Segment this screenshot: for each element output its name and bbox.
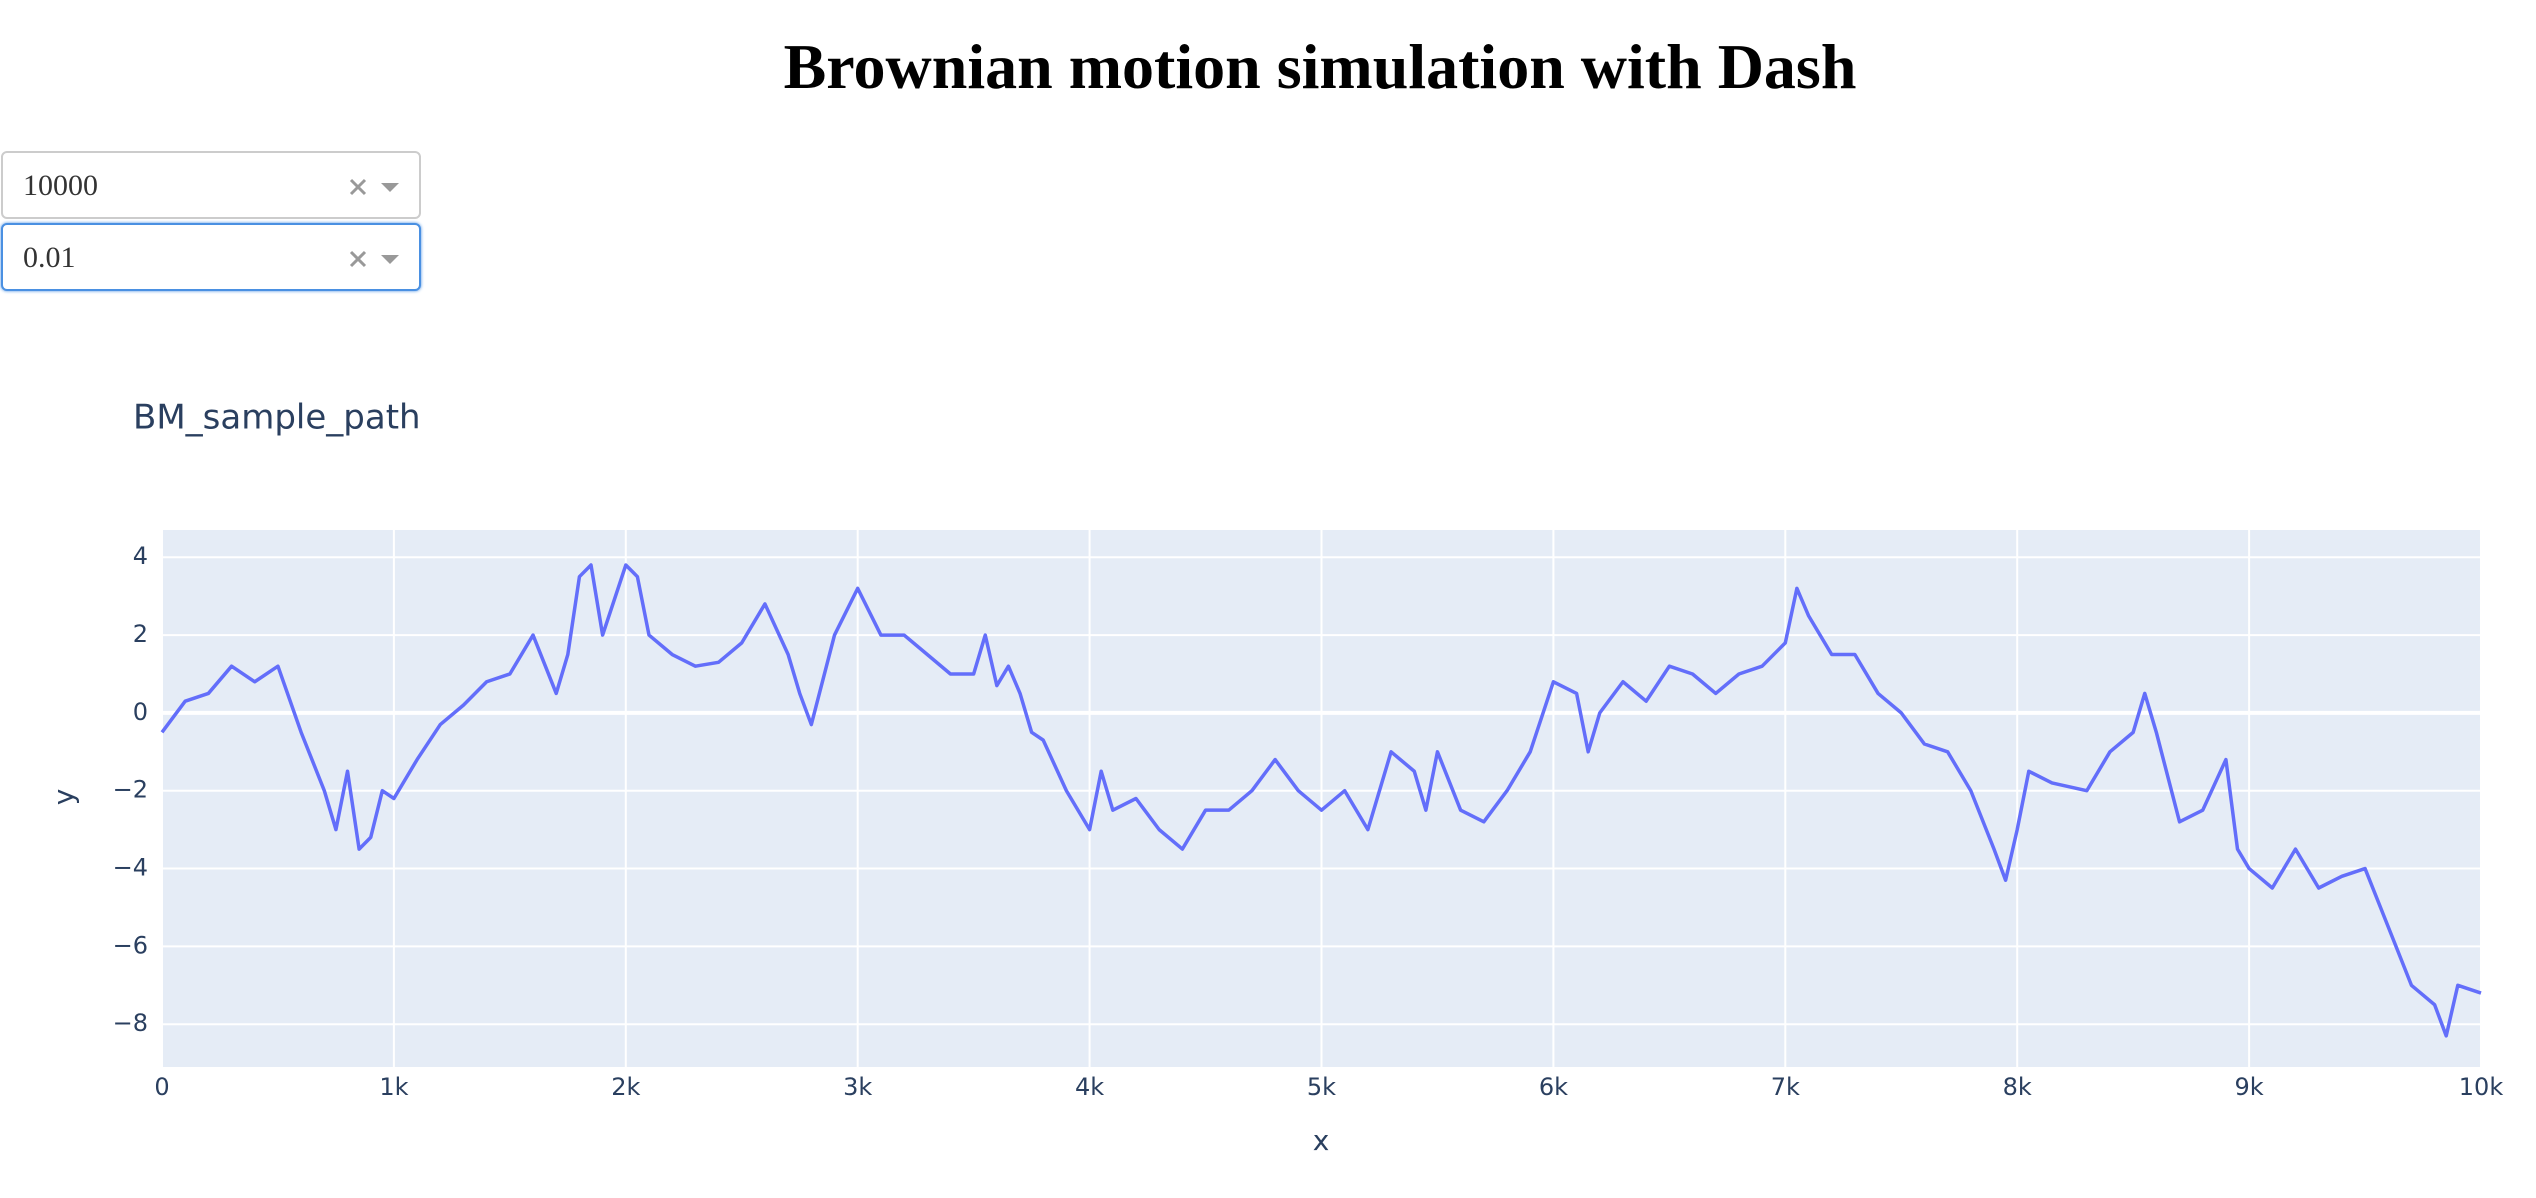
x-tick-label: 10k xyxy=(2459,1073,2504,1101)
y-tick-label: 0 xyxy=(133,698,148,726)
dropdown[interactable]: 0.01 xyxy=(1,223,421,291)
x-tick-label: 7k xyxy=(1771,1073,1800,1101)
y-tick-label: −2 xyxy=(113,776,148,804)
x-axis-label: x xyxy=(1313,1124,1330,1157)
y-tick-label: 2 xyxy=(133,620,148,648)
x-tick-label: 9k xyxy=(2235,1073,2264,1101)
y-tick-label: 4 xyxy=(133,542,148,570)
x-tick-label: 1k xyxy=(379,1073,408,1101)
y-tick-label: −4 xyxy=(113,854,148,882)
x-tick-label: 3k xyxy=(843,1073,872,1101)
dropdown-icons xyxy=(349,250,399,268)
x-tick-label: 8k xyxy=(2003,1073,2032,1101)
dropdown-value: 0.01 xyxy=(23,241,76,274)
dropdown-icons xyxy=(349,178,399,196)
chart-title: BM_sample_path xyxy=(133,398,421,438)
page-title: Brownian motion simulation with Dash xyxy=(783,31,1857,102)
x-tick-label: 4k xyxy=(1075,1073,1104,1101)
y-tick-label: −6 xyxy=(113,931,148,959)
x-tick-label: 0 xyxy=(154,1073,169,1101)
x-tick-label: 2k xyxy=(611,1073,640,1101)
y-tick-label: −8 xyxy=(113,1009,148,1037)
y-axis-label: y xyxy=(47,789,80,806)
data-line xyxy=(160,563,2482,1038)
dropdown-value: 10000 xyxy=(23,169,98,202)
dropdown[interactable]: 10000 xyxy=(1,151,421,219)
x-tick-label: 6k xyxy=(1539,1073,1568,1101)
x-tick-label: 5k xyxy=(1307,1073,1336,1101)
